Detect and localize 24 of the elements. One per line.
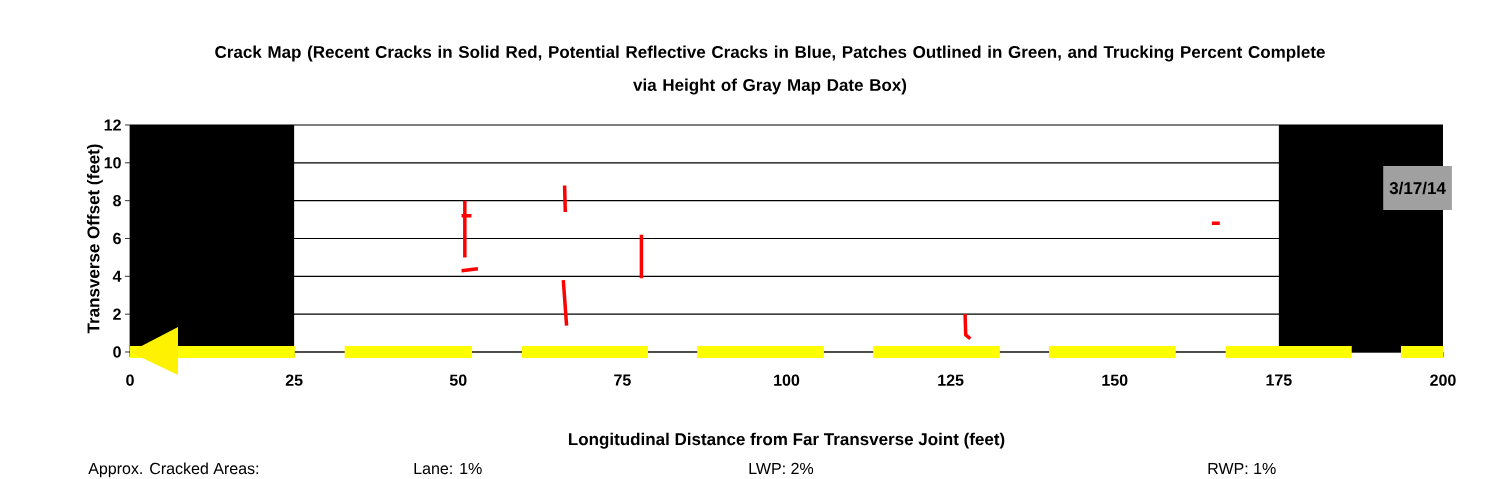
x-tick-label: 75 <box>614 374 631 386</box>
text: Approx. Cracked Areas: <box>88 462 259 478</box>
x-tick-label: 25 <box>285 374 303 386</box>
y-tick-label: 8 <box>113 195 121 207</box>
y-axis-title: Transverse Offset (feet) <box>86 144 103 334</box>
x-tick-label: 50 <box>449 374 467 386</box>
x-tick-label: 125 <box>938 374 964 386</box>
y-tick-label: 6 <box>113 232 121 245</box>
text: LWP: 2% <box>749 462 814 475</box>
y-tick-label: 4 <box>112 270 122 282</box>
x-tick-label: 175 <box>1266 374 1292 386</box>
annotation: 3/17/14 <box>1389 181 1446 195</box>
y-tick-label: 0 <box>113 346 121 358</box>
y-tick-label: 12 <box>104 119 121 131</box>
chart-title: Crack Map (Recent Cracks in Solid Red, Potential Reflective Cracks in Blue, Patches Outlined in Green, and Trucking Percent Complete via Height of Gray Map Date Box) <box>215 45 1325 95</box>
y-tick-label: 10 <box>104 157 121 169</box>
text: RWP: 1% <box>1208 462 1276 475</box>
x-axis-title: Longitudinal Distance from Far Transverse Joint (feet) <box>568 432 1005 449</box>
x-tick-label: 150 <box>1102 374 1128 386</box>
x-tick-label: 100 <box>774 374 800 386</box>
x-tick-label: 0 <box>126 374 134 386</box>
y-tick-label: 2 <box>113 308 121 320</box>
x-tick-label: 200 <box>1430 374 1456 386</box>
text: Lane: 1% <box>414 462 482 475</box>
